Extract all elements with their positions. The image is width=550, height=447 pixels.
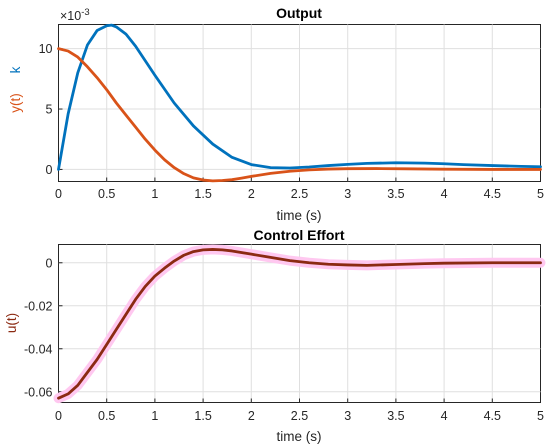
control-effort-series-line-1	[57, 248, 542, 400]
output-series	[57, 23, 542, 183]
control-effort-x-tick-label: 1	[151, 409, 158, 423]
control-effort-tick-labels: 0 0.5 1 1.5 2 2.5 3 3.5 4 4.5 5 0 -0.02 -0.04 -0.06	[24, 256, 544, 423]
output-x-tick-label: 3	[344, 187, 351, 201]
control-effort-x-tick-label: 4	[441, 409, 448, 423]
output-y-tick-label: 10	[39, 42, 53, 56]
output-title: Output	[276, 5, 322, 21]
control-effort-x-tick-label: 3.5	[387, 409, 404, 423]
output-exponent-label: ×10-3	[60, 7, 90, 23]
control-effort-y-axis-label: u(t)	[4, 313, 19, 333]
control-effort-x-axis-label: time (s)	[277, 429, 322, 444]
control-effort-panel: 0 0.5 1 1.5 2 2.5 3 3.5 4 4.5 5 0 -0.02 -0.04 -0.06 Co…	[4, 227, 546, 444]
control-effort-x-tick-label: 4.5	[484, 409, 501, 423]
output-panel: 0 0.5 1 1.5 2 2.5 3 3.5 4 4.5 5 0 5 10 Output time (s…	[8, 5, 544, 223]
control-effort-x-tick-label: 0.5	[98, 409, 115, 423]
output-x-tick-label: 2.5	[291, 187, 308, 201]
control-effort-x-tick-label: 3	[344, 409, 351, 423]
output-y-tick-label: 0	[46, 163, 53, 177]
control-effort-x-tick-label: 0	[55, 409, 62, 423]
control-effort-y-tick-label: -0.02	[24, 299, 53, 313]
control-effort-y-tick-label: 0	[46, 256, 53, 270]
output-x-tick-label: 3.5	[387, 187, 404, 201]
output-x-tick-label: 4	[441, 187, 448, 201]
output-x-tick-label: 1.5	[194, 187, 211, 201]
output-x-tick-label: 0.5	[98, 187, 115, 201]
output-x-tick-label: 4.5	[484, 187, 501, 201]
output-y-tick-label: 5	[46, 103, 53, 117]
output-x-tick-label: 0	[55, 187, 62, 201]
output-series-line-0	[57, 23, 542, 171]
output-x-tick-label: 2	[248, 187, 255, 201]
control-effort-x-tick-label: 2	[248, 409, 255, 423]
control-effort-y-tick-label: -0.04	[24, 342, 53, 356]
output-series-line-1	[57, 47, 542, 183]
control-effort-title: Control Effort	[254, 227, 345, 243]
output-x-tick-label: 5	[537, 187, 544, 201]
output-y-axis-label-k: k	[8, 66, 23, 73]
output-y-axis-label: y(t)	[8, 93, 23, 113]
control-effort-x-tick-label: 1.5	[194, 409, 211, 423]
control-effort-series	[53, 244, 546, 404]
output-grid	[58, 24, 541, 182]
output-x-axis-label: time (s)	[277, 208, 322, 223]
control-effort-x-tick-label: 5	[537, 409, 544, 423]
control-effort-y-tick-label: -0.06	[24, 385, 53, 399]
output-x-tick-label: 1	[151, 187, 158, 201]
control-effort-x-tick-label: 2.5	[291, 409, 308, 423]
output-tick-labels: 0 0.5 1 1.5 2 2.5 3 3.5 4 4.5 5 0 5 10	[39, 42, 544, 201]
